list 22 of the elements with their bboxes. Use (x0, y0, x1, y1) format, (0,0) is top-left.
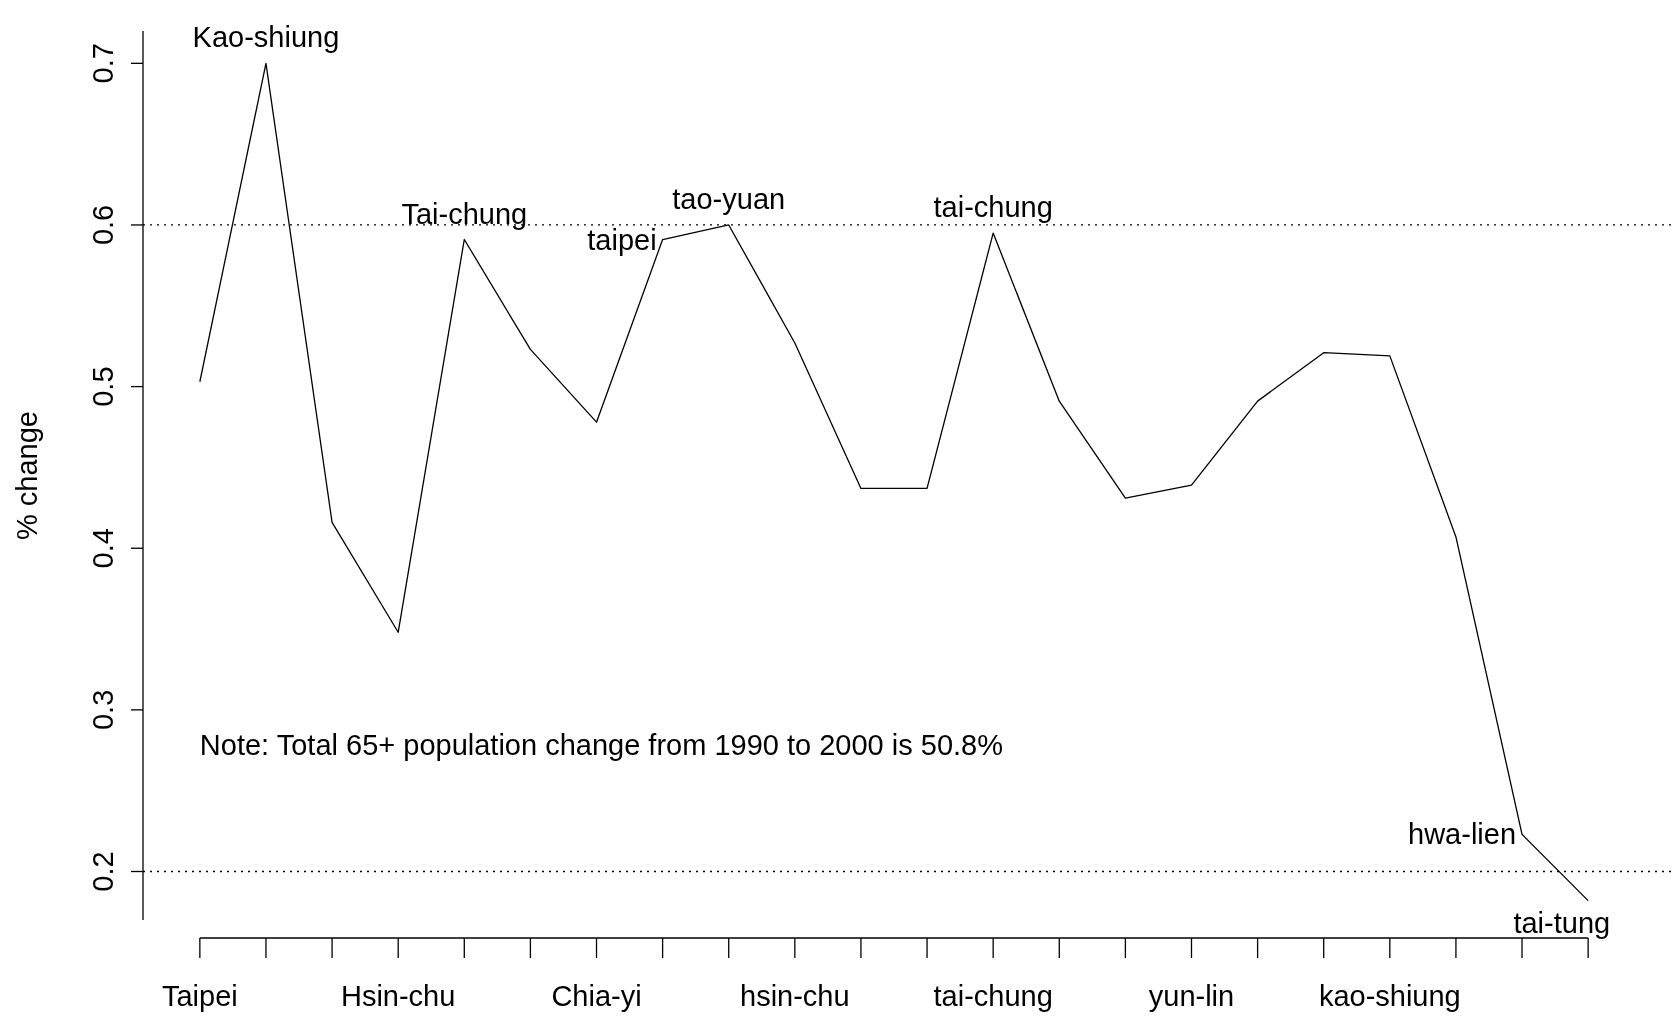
y-tick-label: 0.2 (87, 851, 119, 892)
x-tick-label: Taipei (161, 980, 238, 1012)
x-tick-label: yun-lin (1148, 980, 1235, 1012)
x-tick-label: Hsin-chu (340, 980, 456, 1012)
data-label: tai-tung (1513, 906, 1611, 939)
data-label: Tai-chung (401, 197, 528, 230)
y-tick-label: 0.3 (87, 689, 119, 731)
annotation: Note: Total 65+ population change from 1990 to 2000 is 50.8% (199, 728, 1004, 761)
y-tick-label: 0.6 (87, 204, 119, 246)
data-label: tai-chung (933, 191, 1053, 224)
y-tick-label: 0.5 (87, 366, 119, 407)
x-tick-label: tai-chung (933, 980, 1053, 1012)
x-tick-label: Chia-yi (551, 980, 642, 1012)
y-tick-label: 0.7 (87, 43, 119, 84)
x-tick-label: hsin-chu (740, 980, 850, 1012)
data-label: tao-yuan (672, 182, 786, 215)
x-tick-label: kao-shiung (1318, 980, 1461, 1012)
y-tick-label: 0.4 (87, 528, 119, 569)
data-label: Kao-shiung (192, 21, 340, 54)
y-axis-title: % change (11, 411, 43, 540)
data-label: hwa-lien (1408, 818, 1517, 851)
data-label: taipei (587, 223, 657, 256)
